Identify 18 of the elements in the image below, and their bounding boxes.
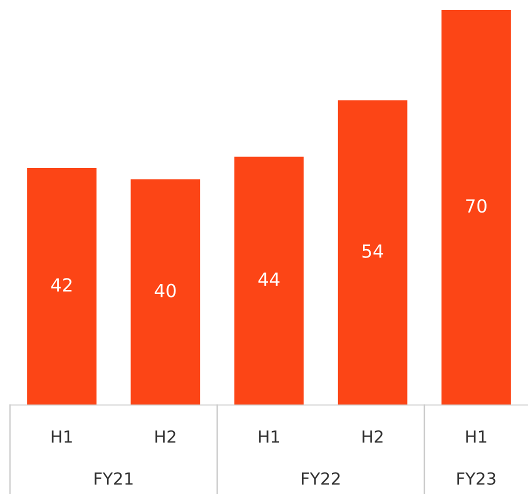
x-tick-label: H1 [52,430,72,443]
bar [130,179,200,405]
bar [338,100,408,405]
text: FY23 [457,472,496,485]
x-tick-label: H1 [259,430,280,443]
data-label: 40 [154,284,176,298]
data-label: 54 [362,244,384,258]
data-label: 70 [466,199,486,213]
text: FY21 [94,472,133,485]
data-label: 44 [258,272,280,286]
x-tick-label: H1 [466,430,486,443]
x-tick-label: H2 [362,430,382,443]
text: FY22 [302,472,340,485]
bar [441,10,511,405]
bar [27,168,97,405]
data-label: 42 [51,278,72,292]
x-tick-label: H2 [155,430,176,443]
bar [234,156,304,405]
